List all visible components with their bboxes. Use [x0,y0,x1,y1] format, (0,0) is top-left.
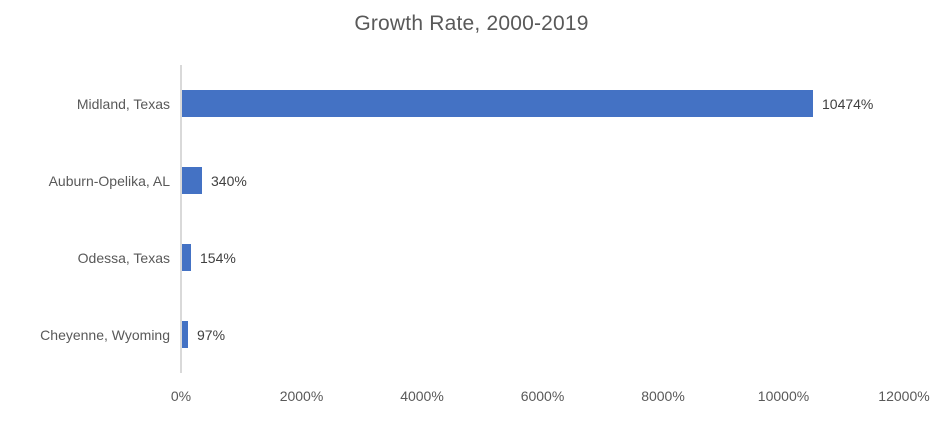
bar [182,90,813,117]
category-label: Midland, Texas [76,95,170,112]
x-tick-label: 0% [170,388,192,404]
x-tick-label: 2000% [279,388,324,404]
category-label: Auburn-Opelika, AL [48,172,170,189]
category-label: Odessa, Texas [77,249,170,266]
value-label: 340% [211,172,247,189]
bar [182,244,191,271]
x-tick-label: 4000% [400,388,444,404]
category-label: Cheyenne, Wyoming [40,326,170,343]
value-label: 97% [197,326,226,343]
y-axis-line [180,65,182,373]
x-tick-label: 8000% [641,388,685,404]
bar [182,167,202,194]
x-tick-label: 12000% [878,388,930,404]
x-tick-label: 6000% [520,388,565,404]
value-label: 10474% [822,95,874,112]
x-tick-label: 10000% [757,388,810,404]
value-label: 154% [200,249,236,266]
bar [182,321,188,348]
chart-title: Growth Rate, 2000-2019 [354,12,589,35]
